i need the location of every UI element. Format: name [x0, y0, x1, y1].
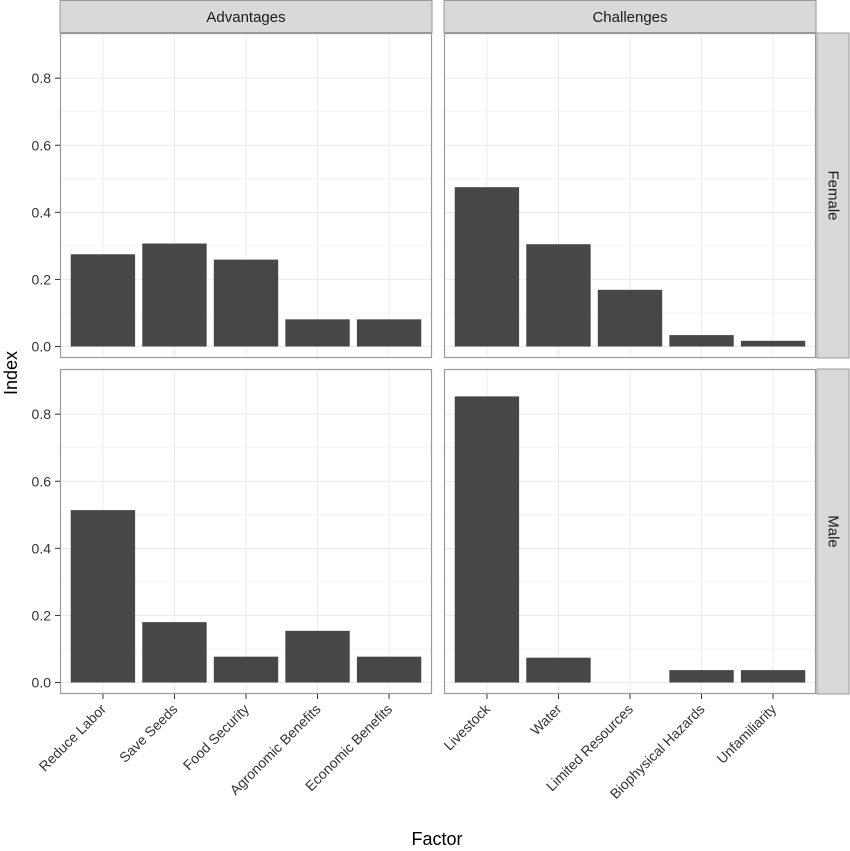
bar-agronomic-benefits: [285, 630, 350, 683]
facet-strip-bg: [59, 0, 433, 33]
panel-advantages-male: [59, 368, 433, 695]
bar-economic-benefits: [356, 656, 422, 683]
facet-strip-bg: [816, 32, 850, 359]
facet-strip-label: Female: [825, 170, 842, 220]
panel-border: [443, 368, 817, 695]
facet-strip-female: Female: [816, 32, 850, 359]
y-tick-label: 0.2: [32, 271, 52, 287]
x-tick-label: Save Seeds: [116, 701, 181, 766]
bar-unfamiliarity: [740, 340, 806, 347]
y-tick-label: 0.6: [32, 473, 52, 489]
y-tick-label: 0.8: [32, 70, 52, 86]
bar-economic-benefits: [356, 319, 422, 347]
y-tick-label: 0.2: [32, 607, 52, 623]
x-tick-label: Food Security: [180, 701, 252, 773]
y-tick-label: 0.0: [32, 339, 52, 355]
facet-strip-label: Advantages: [206, 9, 285, 26]
bar-reduce-labor: [70, 254, 136, 347]
bar-food-security: [213, 656, 279, 683]
x-axis-advantages: Reduce Labor Save Seeds Food SecurityAgron…: [36, 694, 395, 798]
x-tick-label: Livestock: [440, 700, 493, 753]
y-axis-female: 0.0 0.2 0.4 0.6 0.8: [32, 70, 60, 355]
facet-strip-advantages: Advantages: [59, 0, 433, 33]
bar-water: [526, 244, 591, 347]
bar-food-security: [213, 259, 279, 347]
panel-border: [59, 32, 433, 359]
bar-biophysical-hazards: [669, 670, 734, 683]
y-tick-label: 0.4: [32, 540, 52, 556]
bar-biophysical-hazards: [669, 335, 734, 347]
x-tick-label: Water: [527, 701, 565, 739]
y-tick-label: 0.8: [32, 406, 52, 422]
bar-limited-resources: [597, 289, 663, 347]
panel-challenges-male: [443, 368, 817, 695]
y-tick-label: 0.4: [32, 204, 52, 220]
bar-water: [526, 657, 591, 683]
x-tick-label: Reduce Labor: [36, 701, 110, 775]
y-tick-label: 0.0: [32, 675, 52, 691]
facet-strip-label: Challenges: [592, 9, 667, 26]
bar-reduce-labor: [70, 510, 136, 683]
bar-unfamiliarity: [740, 670, 806, 683]
bar-agronomic-benefits: [285, 319, 350, 347]
panel-advantages-female: [59, 32, 433, 359]
panel-border: [59, 368, 433, 695]
bar-save-seeds: [142, 622, 207, 683]
facet-strip-bg: [816, 368, 850, 695]
y-tick-label: 0.6: [32, 137, 52, 153]
y-axis-male: 0.0 0.2 0.4 0.6 0.8: [32, 406, 60, 691]
panel-border: [443, 32, 817, 359]
facet-strip-label: Male: [825, 515, 842, 548]
facet-strip-male: Male: [816, 368, 850, 695]
y-axis-title: Index: [1, 351, 21, 395]
facet-strip-bg: [443, 0, 817, 33]
x-axis-title: Factor: [411, 829, 462, 849]
facet-strip-challenges: Challenges: [443, 0, 817, 33]
bar-livestock: [454, 187, 520, 347]
bar-save-seeds: [142, 243, 207, 347]
x-tick-label: Unfamiliarity: [713, 701, 779, 767]
bar-livestock: [454, 396, 520, 683]
panel-challenges-female: [443, 32, 817, 359]
